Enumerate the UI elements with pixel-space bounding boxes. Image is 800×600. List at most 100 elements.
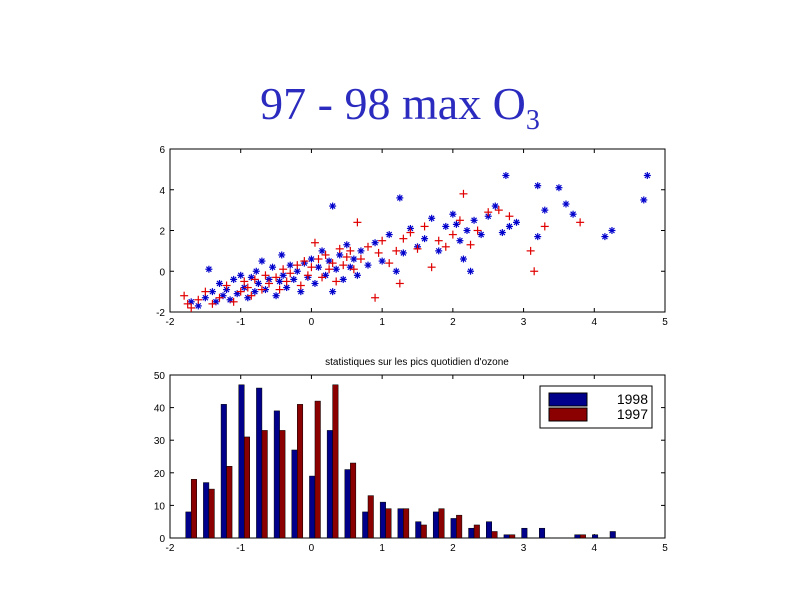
scatter-point-plus — [455, 216, 464, 225]
scatter-point-plus — [392, 246, 401, 255]
scatter-point-star — [463, 227, 471, 234]
bar-1998 — [574, 534, 581, 539]
scatter-point-plus — [335, 244, 344, 253]
scatter-point-plus — [406, 228, 415, 237]
bar-1998 — [397, 508, 404, 539]
x-tick-label: 5 — [662, 543, 668, 554]
bar-1998 — [326, 430, 333, 539]
scatter-point-plus — [342, 252, 351, 261]
scatter-point-plus — [240, 277, 249, 286]
x-tick-label: 0 — [309, 317, 315, 328]
scatter-point-plus — [530, 267, 539, 276]
scatter-point-star — [269, 263, 277, 271]
scatter-point-star — [237, 271, 245, 279]
x-tick-label: 3 — [521, 543, 527, 554]
scatter-point-star — [513, 218, 520, 226]
scatter-point-plus — [374, 248, 383, 257]
scatter-point-star — [459, 255, 467, 263]
scatter-point-plus — [318, 273, 327, 282]
y-tick-label: 20 — [154, 469, 166, 480]
legend-label-1997: 1997 — [617, 406, 648, 422]
scatter-point-star — [371, 239, 379, 247]
scatter-point-plus — [180, 291, 189, 300]
scatter-point-plus — [286, 269, 295, 278]
scatter-point-star — [399, 249, 407, 257]
bar-1997 — [420, 524, 427, 539]
scatter-point-plus — [505, 212, 514, 221]
scatter-point-star — [201, 294, 209, 302]
y-tick-label: 30 — [154, 436, 166, 447]
scatter-point-plus — [296, 281, 305, 290]
scatter-point-star — [569, 210, 577, 218]
y-tick-label: -2 — [156, 308, 165, 319]
scatter-point-star — [293, 267, 301, 275]
scatter-point-plus — [222, 281, 231, 290]
bar-chart-subtitle: statistiques sur les pics quotidien d'oz… — [325, 357, 509, 368]
bar-1997 — [385, 508, 392, 539]
scatter-point-star — [336, 251, 344, 259]
scatter-point-plus — [349, 265, 358, 274]
scatter-point-plus — [250, 275, 259, 284]
bar-1997 — [579, 534, 586, 539]
bar-1997 — [456, 514, 463, 539]
scatter-point-star — [442, 222, 450, 230]
bar-1998 — [273, 410, 280, 539]
y-tick-label: 0 — [159, 267, 165, 278]
x-tick-label: -1 — [236, 317, 245, 328]
bar-1997 — [438, 508, 445, 539]
scatter-point-plus — [466, 240, 475, 249]
scatter-point-star — [276, 277, 284, 285]
scatter-point-plus — [371, 293, 380, 302]
bar-1998 — [203, 482, 210, 539]
page-title: 97 - 98 max O3 — [0, 76, 800, 149]
bar-1997 — [491, 531, 498, 539]
legend-label-1998: 1998 — [617, 391, 648, 407]
scatter-point-star — [230, 275, 238, 283]
scatter-point-plus — [314, 255, 323, 264]
scatter-point-star — [470, 216, 478, 224]
scatter-point-star — [290, 275, 298, 283]
scatter-point-plus — [293, 261, 302, 270]
scatter-point-star — [364, 261, 372, 269]
scatter-point-star — [505, 222, 513, 230]
scatter-point-star — [608, 227, 616, 234]
scatter-point-plus — [279, 265, 288, 274]
scatter-point-plus — [215, 293, 224, 302]
scatter-point-star — [449, 210, 457, 218]
scatter-point-star — [286, 261, 294, 269]
scatter-point-star — [452, 220, 460, 228]
legend-swatch-1997 — [548, 407, 588, 422]
title-main: 97 - 98 max O — [260, 78, 526, 129]
scatter-point-star — [258, 257, 266, 265]
scatter-point-plus — [275, 285, 284, 294]
scatter-point-star — [643, 171, 651, 179]
scatter-point-star — [216, 279, 223, 287]
scatter-point-plus — [448, 230, 457, 239]
scatter-point-plus — [353, 218, 362, 227]
scatter-point-plus — [332, 277, 341, 286]
x-tick-label: 4 — [592, 317, 598, 328]
scatter-point-star — [205, 265, 213, 273]
scatter-point-star — [502, 171, 510, 179]
scatter-point-star — [392, 267, 400, 275]
scatter-point-plus — [395, 279, 404, 288]
scatter-point-star — [467, 267, 475, 275]
scatter-point-star — [385, 231, 393, 239]
bar-1998 — [432, 511, 439, 539]
scatter-point-plus — [420, 222, 429, 231]
scatter-point-plus — [229, 297, 238, 306]
scatter-point-star — [311, 279, 319, 287]
scatter-point-star — [307, 255, 315, 263]
scatter-point-star — [339, 275, 347, 283]
scatter-point-star — [265, 275, 273, 283]
bar-1998 — [486, 521, 492, 539]
scatter-point-plus — [187, 303, 196, 312]
x-tick-label: -1 — [236, 543, 245, 554]
scatter-point-plus — [261, 271, 270, 280]
scatter-point-plus — [339, 261, 348, 270]
bar-1998 — [609, 531, 616, 539]
scatter-point-star — [251, 288, 259, 296]
scatter-point-star — [272, 292, 280, 300]
scatter-plot-frame — [169, 148, 666, 313]
